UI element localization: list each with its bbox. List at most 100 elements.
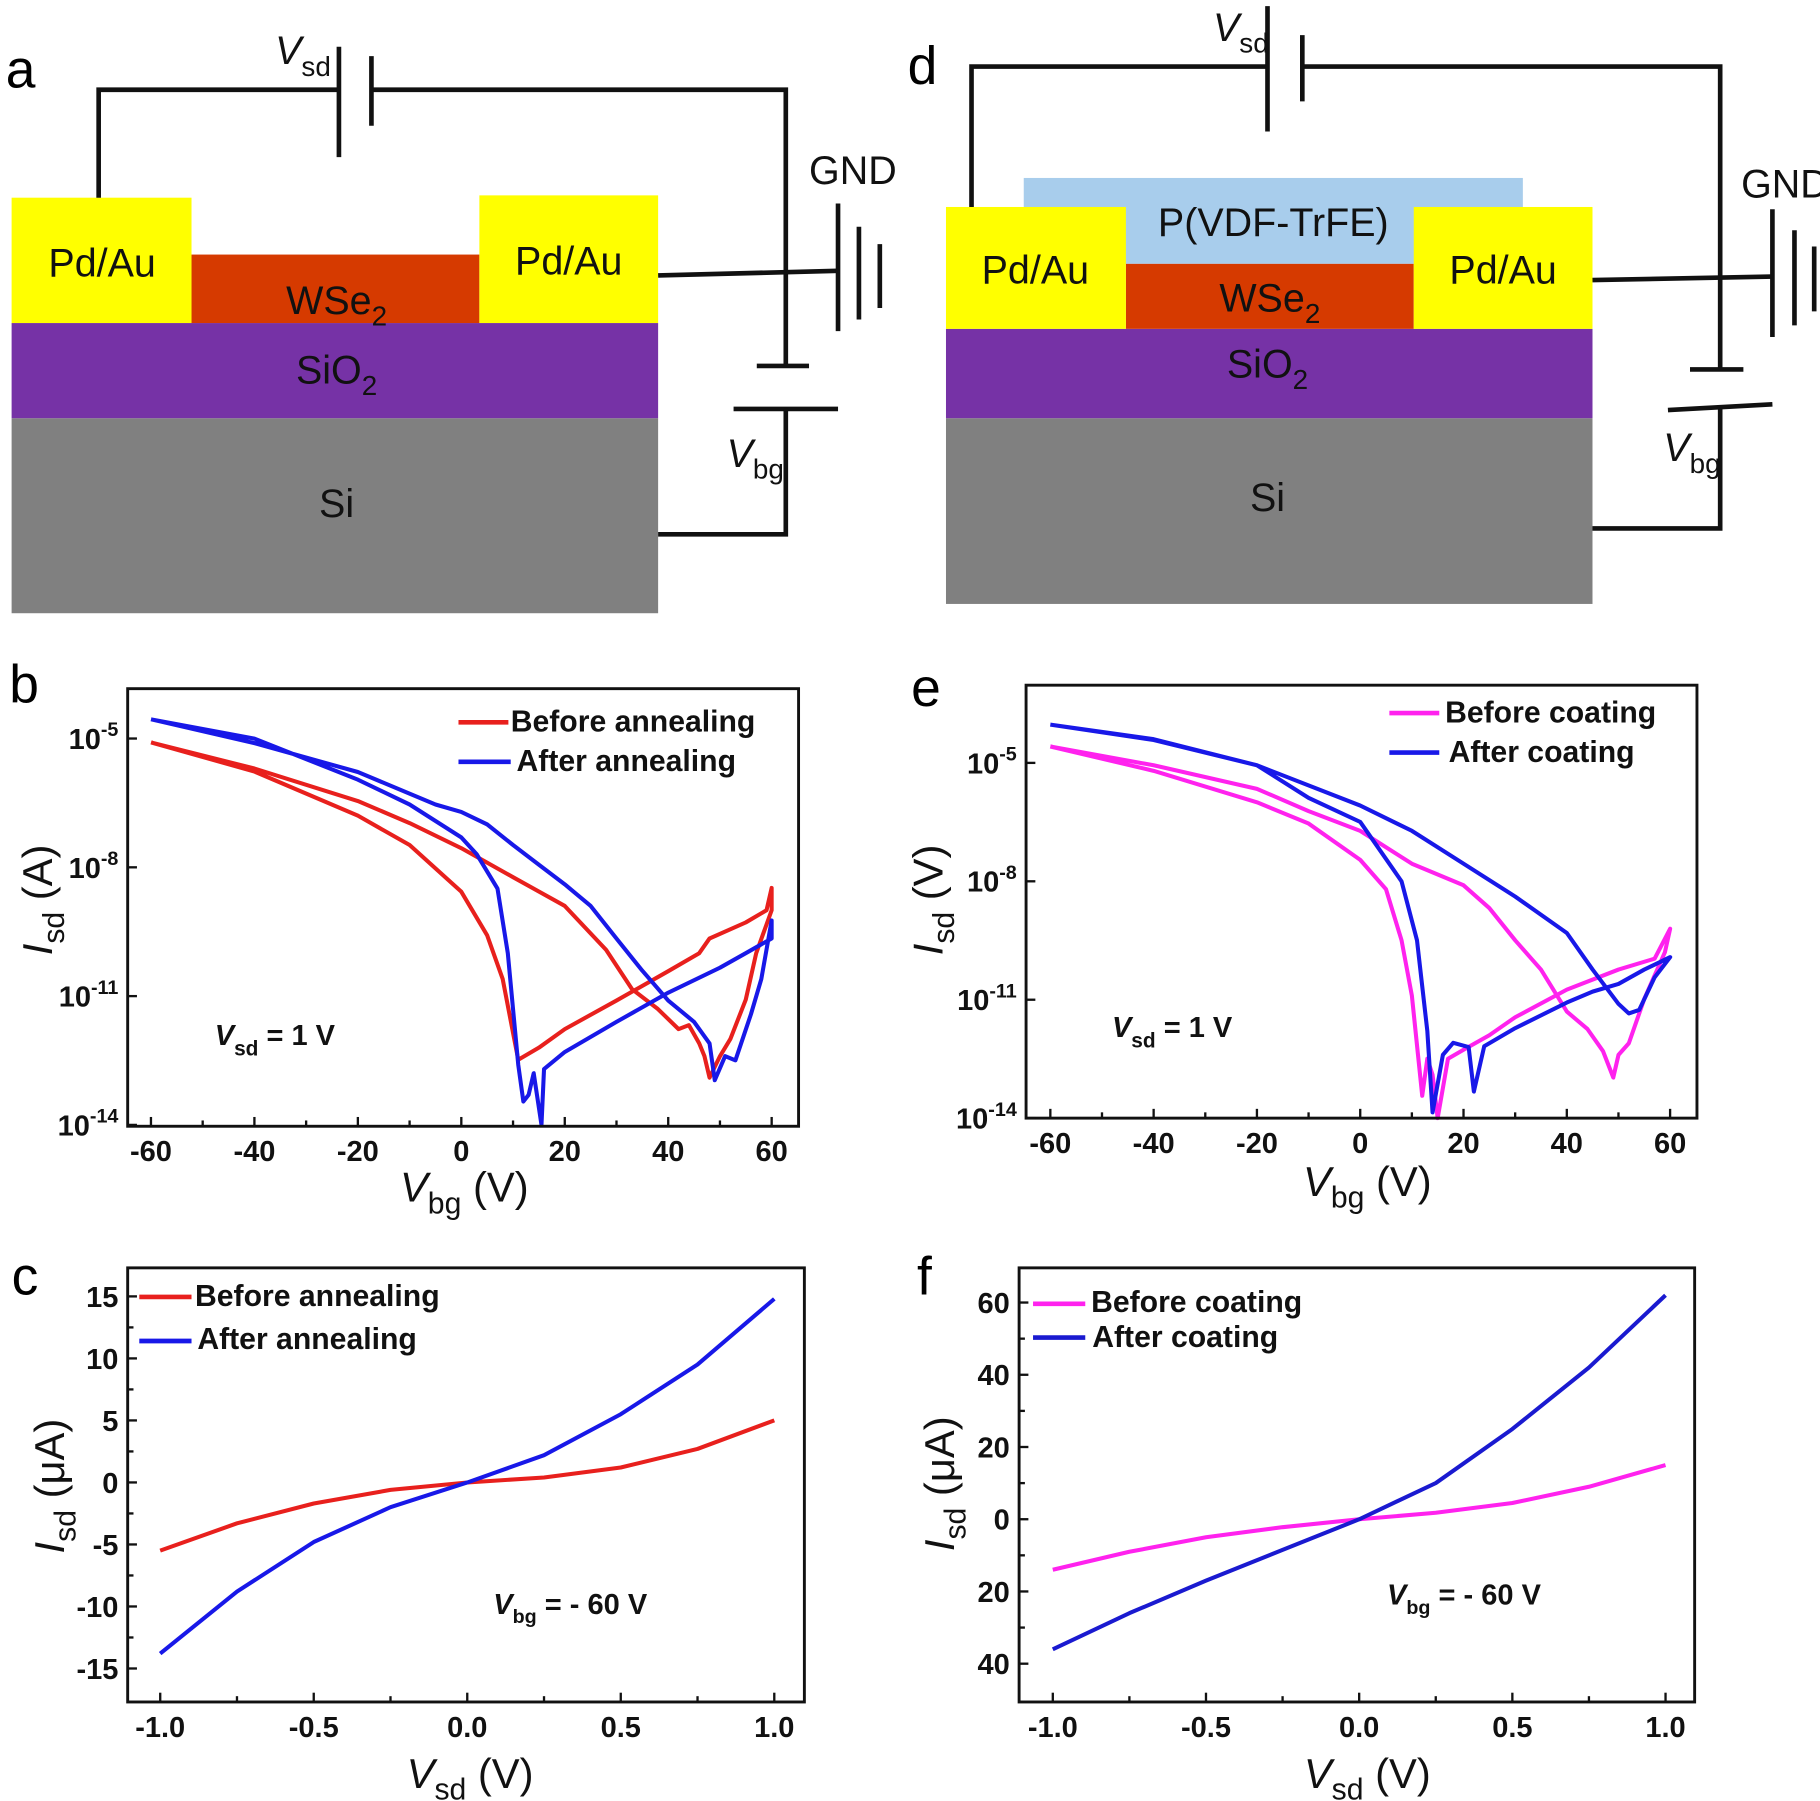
series-line-after xyxy=(1051,1293,1667,1652)
legend-label-after: After coating xyxy=(1092,1321,1278,1354)
axes-frame xyxy=(126,687,801,1128)
legend-label-before: Before annealing xyxy=(195,1280,440,1313)
vbg-label: Vbg xyxy=(1663,426,1720,479)
axes-frame xyxy=(126,1266,806,1704)
y-tick-label: -10 xyxy=(76,1592,118,1624)
axes-frame xyxy=(1017,1266,1697,1704)
series-line-after xyxy=(158,1297,776,1656)
x-tick-label: -1.0 xyxy=(1028,1712,1078,1744)
x-tick-label: 20 xyxy=(1447,1128,1479,1160)
coating-label: P(VDF-TrFE) xyxy=(1158,201,1389,245)
device-diagram-a: a Pd/Au Pd/Au WSe2 SiO2 Si GND Vsd Vbg xyxy=(6,29,897,614)
oxide-label: SiO2 xyxy=(1227,343,1308,396)
x-tick-label: -60 xyxy=(130,1136,172,1168)
circuit-wires xyxy=(969,6,1817,531)
si-layer xyxy=(11,418,659,614)
y-axis-label: Isd (μA) xyxy=(26,1419,83,1554)
x-tick-label: 60 xyxy=(1654,1128,1686,1160)
y-tick-label: 10-8 xyxy=(967,862,1017,899)
x-axis-label: Vbg (V) xyxy=(1303,1158,1432,1215)
y-tick-label: 20 xyxy=(978,1432,1010,1464)
chart-e-plot: -60 -40 -20 0 20 40 60 10-5 10-8 10-11 10-14 xyxy=(956,683,1699,1160)
contact-left xyxy=(945,206,1126,329)
chart-f: -1.0 -0.5 0.0 0.5 1.0 60 40 20 0 20 40 Before coat… xyxy=(916,1266,1697,1801)
legend-label-before: Before annealing xyxy=(511,706,756,739)
contact-left-label: Pd/Au xyxy=(48,242,155,286)
annotation: Vbg = - 60 V xyxy=(1387,1579,1542,1618)
wse2-channel xyxy=(1125,263,1414,329)
x-tick-label: 20 xyxy=(549,1136,581,1168)
x-tick-label: -0.5 xyxy=(289,1712,339,1744)
panel-label-d: d xyxy=(908,37,938,96)
y-tick-label: 40 xyxy=(978,1360,1010,1392)
legend: Before annealing After annealing xyxy=(458,706,755,778)
si-layer xyxy=(945,418,1593,604)
x-axis-label: Vsd (V) xyxy=(1304,1750,1431,1801)
x-tick-label: -20 xyxy=(1236,1128,1278,1160)
y-tick-label: 10 xyxy=(86,1344,118,1376)
series-line-after xyxy=(1050,722,1673,1115)
channel-label: WSe2 xyxy=(286,279,387,332)
legend-label-before: Before coating xyxy=(1445,696,1656,729)
legend-label-after: After annealing xyxy=(517,745,737,778)
panel-label-a: a xyxy=(6,40,36,99)
x-tick-label: 0.0 xyxy=(1339,1712,1379,1744)
x-tick-label: 0.0 xyxy=(447,1712,487,1744)
x-axis-label: Vbg (V) xyxy=(400,1164,529,1221)
annotation: Vsd = 1 V xyxy=(215,1020,336,1060)
contact-right-label: Pd/Au xyxy=(515,239,622,283)
legend: Before coating After coating xyxy=(1033,1286,1302,1354)
gnd-label: GND xyxy=(1741,163,1820,207)
chart-e: -60 -40 -20 0 20 40 60 10-5 10-8 10-11 10-14 Befor… xyxy=(905,683,1699,1215)
gnd-label: GND xyxy=(809,149,897,193)
wse2-channel xyxy=(191,254,480,324)
legend-label-after: After coating xyxy=(1449,736,1635,769)
y-tick-label: 10-8 xyxy=(69,848,119,885)
x-tick-label: -40 xyxy=(233,1136,275,1168)
panel-label-b: b xyxy=(9,656,39,715)
contact-left-label: Pd/Au xyxy=(982,249,1089,293)
x-tick-label: 40 xyxy=(652,1136,684,1168)
chart-b: -60 -40 -20 0 20 40 60 10-5 10-8 10-11 10-14 Befor… xyxy=(14,687,801,1221)
y-tick-label: -5 xyxy=(93,1530,119,1562)
y-axis-label: Isd (μA) xyxy=(916,1416,973,1551)
x-tick-label: -1.0 xyxy=(135,1712,185,1744)
y-tick-label: 15 xyxy=(86,1282,118,1314)
y-tick-label: 10-11 xyxy=(957,980,1017,1017)
contact-left xyxy=(11,197,192,324)
chart-c: -1.0 -0.5 0.0 0.5 1.0 15 10 5 0 -5 -10 -15 Before a… xyxy=(26,1266,806,1801)
sio2-layer xyxy=(945,328,1593,419)
x-tick-label: -60 xyxy=(1029,1128,1071,1160)
x-tick-label: -20 xyxy=(337,1136,379,1168)
channel-label: WSe2 xyxy=(1219,276,1320,329)
circuit-wires xyxy=(96,46,883,537)
x-tick-label: -0.5 xyxy=(1181,1712,1231,1744)
axes-frame xyxy=(1024,683,1699,1120)
device-diagram-d: d P(VDF-TrFE) Pd/Au Pd/Au WSe2 SiO2 Si G… xyxy=(908,6,1820,604)
annotation: Vbg = - 60 V xyxy=(493,1589,648,1628)
legend: Before annealing After annealing xyxy=(139,1280,440,1356)
legend-label-before: Before coating xyxy=(1091,1286,1302,1319)
chart-b-plot: -60 -40 -20 0 20 40 60 10-5 10-8 10-11 10-14 xyxy=(58,687,801,1168)
x-tick-label: 1.0 xyxy=(1645,1712,1685,1744)
x-tick-label: 1.0 xyxy=(754,1712,794,1744)
y-tick-label: 10-14 xyxy=(58,1106,119,1143)
chart-c-plot: -1.0 -0.5 0.0 0.5 1.0 15 10 5 0 -5 -10 -15 xyxy=(76,1266,806,1744)
x-tick-label: -40 xyxy=(1133,1128,1175,1160)
x-tick-label: 0.5 xyxy=(601,1712,641,1744)
y-tick-label: -15 xyxy=(76,1654,118,1686)
series-line-before xyxy=(150,740,774,1080)
legend-label-after: After annealing xyxy=(197,1323,417,1356)
vsd-label: Vsd xyxy=(1213,6,1269,59)
sio2-layer xyxy=(11,323,659,419)
y-tick-label: 60 xyxy=(978,1288,1010,1320)
y-tick-label: 0 xyxy=(994,1505,1010,1537)
panel-label-f: f xyxy=(917,1248,932,1307)
y-tick-label: 10-11 xyxy=(59,977,119,1014)
panel-label-c: c xyxy=(12,1248,39,1307)
y-axis-label: Isd (A) xyxy=(14,845,71,956)
series-line-after xyxy=(150,717,774,1127)
y-tick-label: 5 xyxy=(102,1406,118,1438)
y-tick-label: 10-5 xyxy=(967,744,1017,781)
